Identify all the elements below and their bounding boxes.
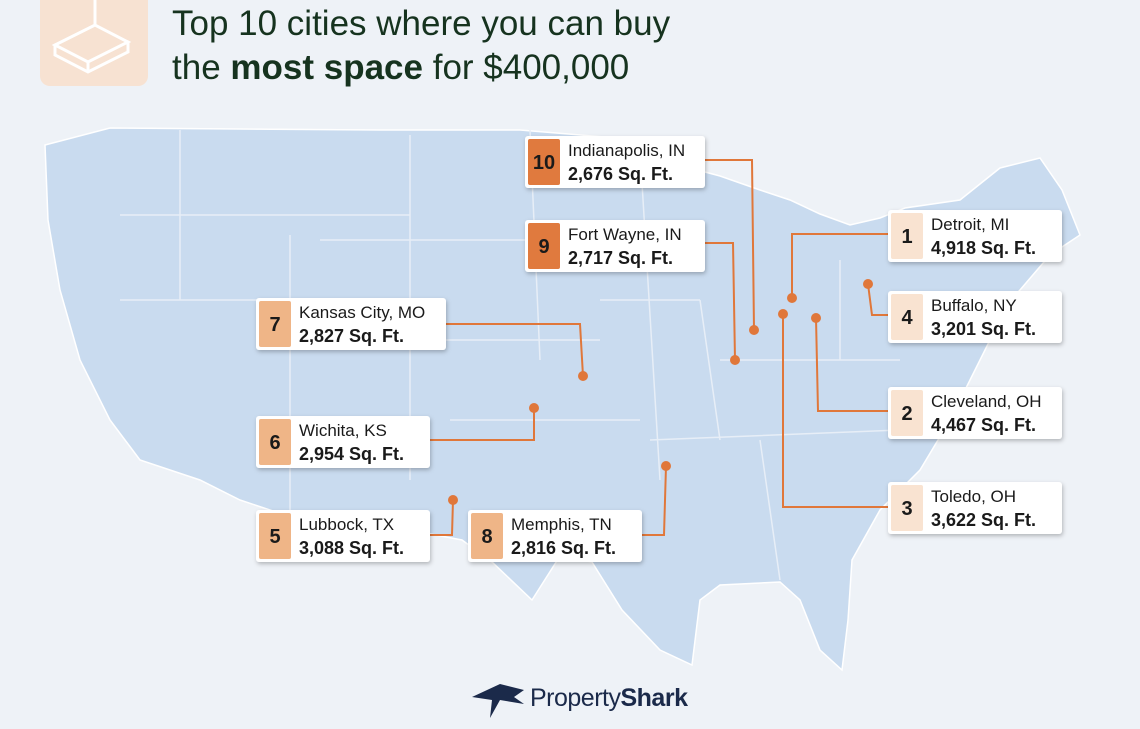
- rank: 1: [901, 226, 912, 248]
- title: Top 10 cities where you can buy the most…: [172, 2, 670, 90]
- rank-badge: [528, 139, 560, 185]
- connector: [430, 408, 535, 441]
- city-name: Buffalo, NY: [931, 296, 1017, 315]
- title-text: for $400,000: [432, 48, 630, 87]
- title-bold: most space: [230, 48, 423, 87]
- callout-box: [468, 510, 642, 562]
- title-line: the most space for $400,000: [172, 46, 670, 90]
- callout-box: [888, 291, 1062, 343]
- city-area: 2,717 Sq. Ft.: [568, 248, 673, 268]
- city-dot: [787, 293, 797, 303]
- connector: [430, 499, 454, 536]
- city-name: Toledo, OH: [931, 487, 1016, 506]
- city-area: 2,676 Sq. Ft.: [568, 164, 673, 184]
- city-name: Memphis, TN: [511, 515, 612, 534]
- connector: [705, 242, 736, 361]
- callout-box: [256, 298, 446, 350]
- connector: [815, 317, 888, 412]
- city-dot: [749, 325, 759, 335]
- city-area: 4,467 Sq. Ft.: [931, 415, 1036, 435]
- callout-box: [525, 136, 705, 188]
- city-name: Cleveland, OH: [931, 392, 1042, 411]
- brand-text: Property: [530, 684, 621, 712]
- city-dot: [863, 279, 873, 289]
- city-dot: [778, 309, 788, 319]
- city-name: Indianapolis, IN: [568, 141, 685, 160]
- connector: [791, 233, 888, 298]
- city-area: 2,827 Sq. Ft.: [299, 326, 404, 346]
- city-dot: [448, 495, 458, 505]
- header-icon-bg: [40, 0, 148, 86]
- rank-badge: [259, 419, 291, 465]
- callout-box: [888, 387, 1062, 439]
- title-line: Top 10 cities where you can buy: [172, 4, 671, 43]
- rank-badge: [259, 301, 291, 347]
- callout-box: [888, 482, 1062, 534]
- rank-badge: [471, 513, 503, 559]
- city-area: 4,918 Sq. Ft.: [931, 238, 1036, 258]
- callout-box: [525, 220, 705, 272]
- rank: 10: [533, 152, 555, 174]
- connector: [642, 465, 667, 536]
- callout-box: [888, 210, 1062, 262]
- rank-badge: [891, 213, 923, 259]
- header-icon: [51, 0, 132, 74]
- rank-badge: [891, 294, 923, 340]
- city-area: 3,201 Sq. Ft.: [931, 319, 1036, 339]
- city-name: Detroit, MI: [931, 215, 1009, 234]
- city-area: 3,088 Sq. Ft.: [299, 538, 404, 558]
- city-area: 2,816 Sq. Ft.: [511, 538, 616, 558]
- city-area: 2,954 Sq. Ft.: [299, 444, 404, 464]
- callout-box: [256, 416, 430, 468]
- rank-badge: [891, 485, 923, 531]
- rank: 3: [901, 498, 912, 520]
- connector: [446, 323, 584, 377]
- city-dot: [811, 313, 821, 323]
- city-name: Fort Wayne, IN: [568, 225, 682, 244]
- city-name: Wichita, KS: [299, 421, 387, 440]
- rank-badge: [528, 223, 560, 269]
- connector: [782, 314, 888, 508]
- connector: [867, 283, 888, 316]
- title-text: the: [172, 48, 221, 87]
- rank-badge: [259, 513, 291, 559]
- rank: 2: [901, 403, 912, 425]
- city-area: 3,622 Sq. Ft.: [931, 510, 1036, 530]
- city-dot: [529, 403, 539, 413]
- city-name: Kansas City, MO: [299, 303, 425, 322]
- callout-box: [256, 510, 430, 562]
- rank: 5: [269, 526, 280, 548]
- rank: 8: [481, 526, 492, 548]
- rank: 6: [269, 432, 280, 454]
- brand-logo: [472, 684, 524, 718]
- brand-bold: Shark: [620, 684, 688, 712]
- rank: 9: [538, 236, 549, 258]
- brand: PropertyShark: [530, 684, 688, 713]
- city-dot: [578, 371, 588, 381]
- city-dot: [661, 461, 671, 471]
- city-dot: [730, 355, 740, 365]
- rank: 7: [269, 314, 280, 336]
- rank: 4: [901, 307, 913, 329]
- city-name: Lubbock, TX: [299, 515, 394, 534]
- connector: [705, 159, 755, 331]
- rank-badge: [891, 390, 923, 436]
